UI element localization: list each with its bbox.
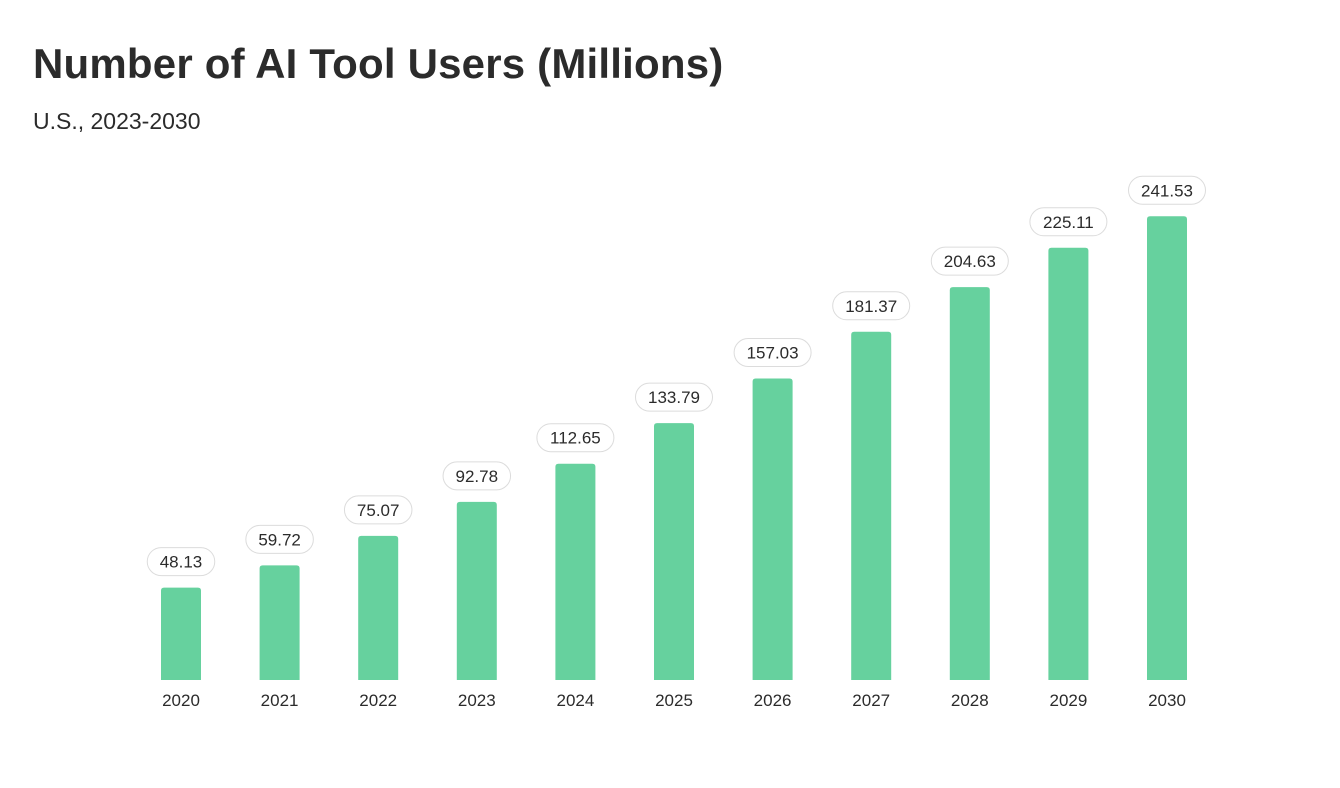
bar-2023: [456, 501, 497, 680]
bar-2030: [1147, 216, 1187, 681]
value-label-pill: [733, 338, 812, 368]
chart-title: Number of AI Tool Users (Millions): [33, 40, 724, 87]
x-tick-label: 2030: [1148, 691, 1186, 710]
chart-subtitle: U.S., 2023-2030: [33, 108, 201, 134]
value-label: 92.78: [456, 467, 499, 486]
bar-2025: [654, 423, 694, 680]
value-label-pill: [1029, 207, 1108, 237]
value-label: 75.07: [357, 501, 400, 520]
x-tick-label: 2025: [655, 691, 693, 710]
value-label-pill: [536, 423, 615, 453]
value-label: 241.53: [1141, 181, 1193, 200]
value-label-pill: [832, 291, 911, 321]
bar-2027: [851, 331, 892, 680]
value-label: 204.63: [944, 252, 996, 271]
value-label-pill: [343, 495, 413, 525]
bar-2026: [752, 378, 793, 680]
value-label: 225.11: [1043, 213, 1094, 232]
value-label: 48.13: [160, 553, 203, 572]
value-label-pill: [930, 246, 1009, 276]
bar-2029: [1048, 247, 1089, 680]
x-tick-label: 2021: [261, 691, 299, 710]
bar-2020: [161, 587, 201, 680]
value-label-pill: [635, 382, 713, 412]
x-tick-label: 2029: [1049, 691, 1087, 710]
bar-2022: [358, 535, 399, 680]
bar-2028: [949, 287, 990, 680]
x-tick-label: 2023: [458, 691, 496, 710]
x-tick-label: 2024: [556, 691, 594, 710]
x-tick-label: 2026: [754, 691, 792, 710]
bar-2021: [259, 565, 300, 680]
value-label: 181.37: [845, 297, 897, 316]
value-label-pill: [442, 461, 512, 491]
value-label-pill: [245, 524, 314, 554]
value-label-pill: [146, 547, 216, 577]
x-tick-label: 2020: [162, 691, 200, 710]
x-tick-label: 2027: [852, 691, 890, 710]
x-tick-label: 2022: [359, 691, 397, 710]
value-label: 157.03: [747, 344, 799, 363]
value-label: 133.79: [648, 388, 700, 407]
value-label: 112.65: [550, 429, 601, 448]
value-label: 59.72: [258, 530, 301, 549]
value-label-pill: [1128, 175, 1206, 205]
x-tick-label: 2028: [951, 691, 989, 710]
bar-2024: [555, 463, 596, 680]
